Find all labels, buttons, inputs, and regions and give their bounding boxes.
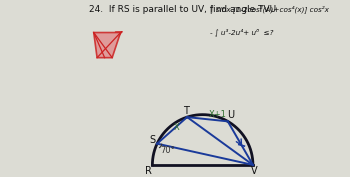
Text: T: T [183,106,189,116]
Text: X+1: X+1 [209,110,227,119]
Text: 70°: 70° [160,146,175,155]
Text: R: R [145,166,152,176]
Text: U: U [227,110,234,120]
Text: - ∫ u³-2u⁴+ u⁶  ≤?: - ∫ u³-2u⁴+ u⁶ ≤? [210,28,273,36]
Polygon shape [94,33,120,58]
Text: V: V [251,166,258,176]
Text: S: S [149,135,156,145]
Text: ∫ sinx [1-2cos²(A)+cos⁴(x)] cos²x: ∫ sinx [1-2cos²(A)+cos⁴(x)] cos²x [210,5,329,13]
Text: 24.  If RS is parallel to UV, find angle TVU: 24. If RS is parallel to UV, find angle … [89,5,276,14]
Text: X: X [174,123,180,132]
